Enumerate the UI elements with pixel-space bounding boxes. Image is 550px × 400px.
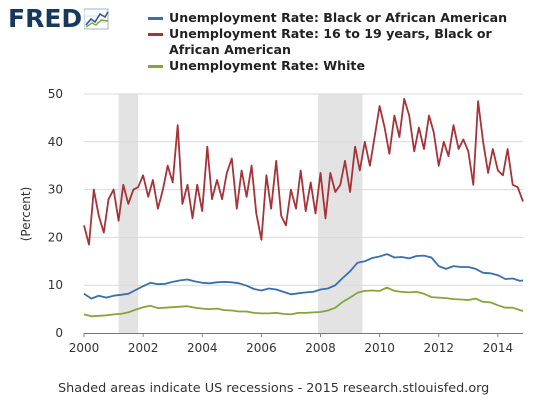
line-graph-icon [84, 8, 109, 30]
fred-logo[interactable]: FRED [8, 6, 110, 32]
x-tick-label-2008: 2008 [305, 341, 336, 355]
chart-legend: Unemployment Rate: Black or African Amer… [148, 10, 543, 74]
x-tick-label-2012: 2012 [423, 341, 454, 355]
x-tick-label-2014: 2014 [483, 341, 514, 355]
series-line-black [83, 253, 524, 300]
legend-label-black: Unemployment Rate: Black or African Amer… [169, 10, 508, 25]
legend-item-white: Unemployment Rate: White [148, 58, 543, 74]
series-line-white [83, 286, 524, 318]
legend-item-black: Unemployment Rate: Black or African Amer… [148, 10, 543, 26]
x-tick-label-2006: 2006 [246, 341, 277, 355]
footer-note: Shaded areas indicate US recessions - 20… [58, 381, 490, 396]
y-tick-label-20: 20 [48, 230, 63, 244]
x-tick-label-2002: 2002 [128, 341, 159, 355]
legend-label-white: Unemployment Rate: White [169, 58, 365, 73]
logo-text: FRED [8, 4, 83, 33]
series-lines [83, 97, 524, 318]
y-tick-label-30: 30 [48, 183, 63, 197]
y-axis-title: (Percent) [19, 187, 33, 242]
axes: 0 10 20 30 40 50 2000 2002 2004 2006 2008 2010 2012 2… [48, 87, 523, 355]
series-line-teen [83, 97, 524, 246]
y-tick-label-50: 50 [48, 87, 63, 101]
legend-swatch-white [148, 65, 163, 68]
legend-item-teen: Unemployment Rate: 16 to 19 years, Black… [148, 26, 543, 58]
y-tick-label-40: 40 [48, 135, 63, 149]
x-tick-label-2004: 2004 [187, 341, 218, 355]
y-tick-label-0: 0 [55, 326, 63, 340]
recession-band-0 [118, 94, 139, 333]
legend-label-teen: Unemployment Rate: 16 to 19 years, Black… [169, 26, 492, 57]
y-tick-label-10: 10 [48, 278, 63, 292]
x-tick-label-2000: 2000 [69, 341, 100, 355]
legend-swatch-black [148, 17, 163, 20]
x-tick-label-2010: 2010 [364, 341, 395, 355]
legend-swatch-teen [148, 33, 163, 36]
